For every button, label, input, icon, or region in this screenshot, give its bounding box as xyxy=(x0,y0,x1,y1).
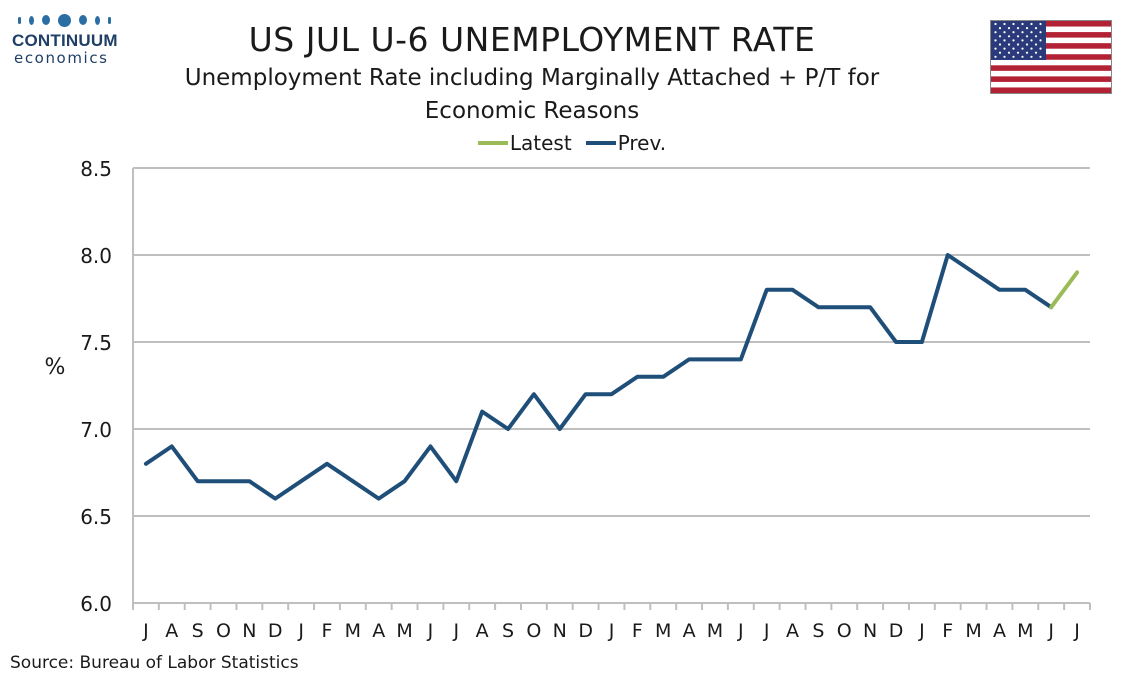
x-tick-label: M xyxy=(396,620,412,642)
chart-subtitle: Unemployment Rate including Marginally A… xyxy=(0,62,1064,128)
x-tick-label: M xyxy=(965,620,981,642)
source-note: Source: Bureau of Labor Statistics xyxy=(10,653,299,673)
x-tick-label: O xyxy=(526,620,541,642)
continuum-logo: CONTINUUM economics xyxy=(12,12,137,74)
y-tick-label: 8.0 xyxy=(80,244,112,268)
y-axis-label: % xyxy=(45,355,66,380)
x-tick-label: A xyxy=(476,620,489,642)
x-tick-label: J xyxy=(608,620,615,642)
x-tick-label: S xyxy=(502,620,514,642)
x-tick-label: J xyxy=(297,620,304,642)
x-tick-label: N xyxy=(242,620,256,642)
x-tick-label: M xyxy=(655,620,671,642)
x-tick-label: J xyxy=(453,620,460,642)
x-tick-label: J xyxy=(918,620,925,642)
x-tick-label: A xyxy=(372,620,385,642)
x-tick-label: J xyxy=(737,620,744,642)
y-tick-label: 7.5 xyxy=(80,331,112,355)
x-tick-label: A xyxy=(165,620,178,642)
chart-subtitle-line2: Economic Reasons xyxy=(424,98,640,124)
x-tick-label: M xyxy=(345,620,361,642)
us-flag-icon xyxy=(990,20,1112,94)
chart-legend: Latest Prev. xyxy=(0,130,1134,156)
legend-item-latest: Latest xyxy=(477,130,572,156)
y-tick-label: 6.5 xyxy=(80,505,112,529)
x-tick-label: F xyxy=(322,620,333,642)
x-tick-label: J xyxy=(763,620,770,642)
x-tick-label: A xyxy=(786,620,799,642)
chart-title: US JUL U-6 UNEMPLOYMENT RATE xyxy=(248,20,816,59)
x-tick-label: J xyxy=(142,620,149,642)
y-tick-label: 7.0 xyxy=(80,418,112,442)
x-tick-label: A xyxy=(993,620,1006,642)
y-tick-label: 6.0 xyxy=(80,592,112,616)
legend-swatch-latest xyxy=(477,141,508,145)
series-line-latest xyxy=(1049,270,1080,310)
y-tick-label: 8.5 xyxy=(80,157,112,181)
x-tick-label: O xyxy=(216,620,231,642)
x-tick-label: A xyxy=(683,620,696,642)
x-tick-label: F xyxy=(942,620,953,642)
x-tick-label: J xyxy=(1073,620,1080,642)
x-tick-label: O xyxy=(837,620,852,642)
x-tick-label: S xyxy=(812,620,824,642)
legend-swatch-prev xyxy=(585,141,616,145)
x-tick-label: F xyxy=(632,620,643,642)
x-tick-label: S xyxy=(192,620,204,642)
chart-subtitle-line1: Unemployment Rate including Marginally A… xyxy=(184,65,880,91)
x-tick-label: D xyxy=(578,620,593,642)
legend-label-latest: Latest xyxy=(509,131,572,155)
logo-subtitle: economics xyxy=(14,49,109,67)
x-tick-label: D xyxy=(889,620,904,642)
x-tick-label: N xyxy=(553,620,567,642)
x-tick-label: J xyxy=(427,620,434,642)
series-line-prev xyxy=(143,253,1054,501)
legend-item-prev: Prev. xyxy=(585,130,667,156)
logo-wordmark: CONTINUUM xyxy=(12,31,118,50)
x-tick-label: M xyxy=(1017,620,1033,642)
x-tick-label: M xyxy=(707,620,723,642)
x-tick-label: N xyxy=(863,620,877,642)
x-tick-label: D xyxy=(268,620,283,642)
legend-label-prev: Prev. xyxy=(617,131,667,155)
logo-dots-icon xyxy=(18,12,137,28)
x-tick-label: J xyxy=(1047,620,1054,642)
